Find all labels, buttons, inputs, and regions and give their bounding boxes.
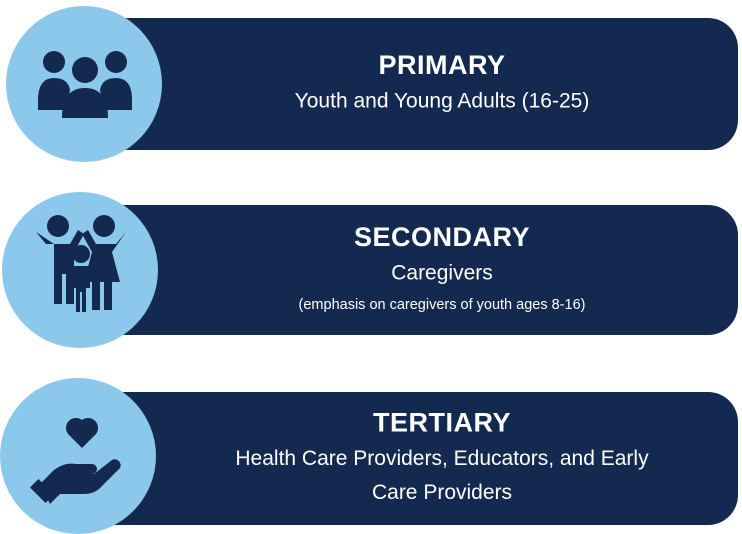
banner [84,205,738,335]
banner [84,392,738,525]
banner-title: TERTIARY [373,408,511,438]
banner-text: Youth and Young Adults (16-25) [295,90,590,113]
banner-text: Health Care Providers, Educators, and Ea… [235,447,649,470]
banner-text: Care Providers [372,481,512,504]
banner-title: SECONDARY [354,222,530,252]
banner [84,18,738,150]
group-icon [38,51,132,118]
banner-text: Caregivers [391,262,493,285]
family-icon [36,215,126,312]
icon-circle [0,378,156,534]
banner-note: (emphasis on caregivers of youth ages 8-… [299,297,586,313]
care-icon [29,417,121,504]
banner-title: PRIMARY [378,50,505,80]
icon-circle [6,6,162,162]
